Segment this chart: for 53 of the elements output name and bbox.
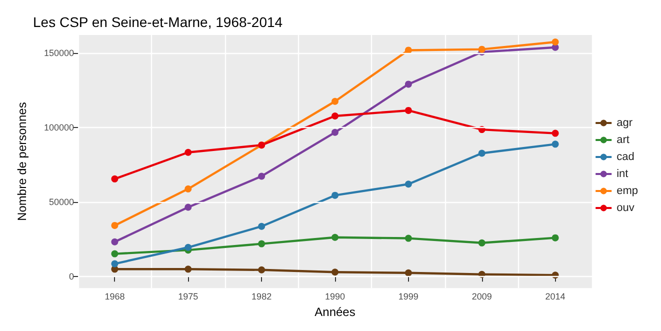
point bbox=[552, 234, 559, 242]
point bbox=[404, 46, 412, 54]
x-tick-label: 1975 bbox=[178, 292, 198, 302]
legend-label: ouv bbox=[616, 202, 635, 214]
legend-label: agr bbox=[616, 117, 633, 129]
point bbox=[478, 150, 486, 157]
point bbox=[111, 175, 118, 182]
y-tick-label: 150000 bbox=[44, 48, 74, 58]
point bbox=[478, 239, 486, 246]
x-tick-label: 1999 bbox=[398, 292, 418, 302]
legend-label: int bbox=[616, 168, 628, 180]
x-tick-label: 2009 bbox=[472, 292, 492, 302]
x-tick-label: 1990 bbox=[324, 292, 346, 302]
point bbox=[258, 266, 266, 274]
x-axis-title: Années bbox=[314, 305, 356, 319]
point bbox=[111, 222, 118, 229]
y-tick-label: 0 bbox=[68, 272, 74, 282]
point bbox=[404, 269, 412, 276]
point bbox=[332, 268, 338, 276]
y-tick-label: 50000 bbox=[48, 197, 74, 208]
point bbox=[184, 148, 192, 156]
point bbox=[111, 238, 118, 246]
point bbox=[332, 192, 338, 199]
y-axis-title: Nombre de personnes bbox=[15, 102, 29, 221]
point bbox=[332, 128, 338, 136]
point bbox=[111, 260, 118, 268]
point bbox=[404, 80, 412, 88]
point bbox=[332, 112, 338, 120]
point bbox=[404, 234, 412, 242]
legend-label: emp bbox=[616, 185, 638, 197]
point bbox=[184, 266, 192, 273]
point bbox=[258, 240, 266, 248]
point bbox=[184, 244, 192, 251]
point bbox=[552, 130, 559, 137]
point bbox=[258, 222, 266, 230]
y-tick-label: 100000 bbox=[44, 122, 74, 132]
legend-label: art bbox=[616, 134, 630, 146]
point bbox=[332, 98, 338, 105]
chart-title: Les CSP en Seine-et-Marne, 1968-2014 bbox=[33, 14, 283, 30]
point bbox=[404, 106, 412, 114]
point bbox=[478, 46, 486, 53]
point bbox=[404, 180, 412, 188]
point bbox=[184, 204, 192, 211]
x-tick-label: 2014 bbox=[545, 292, 566, 302]
x-tick-label: 1982 bbox=[252, 292, 272, 302]
point bbox=[332, 234, 338, 241]
legend-label: cad bbox=[616, 151, 634, 163]
point bbox=[552, 140, 559, 148]
x-tick-label: 1968 bbox=[104, 292, 125, 302]
point bbox=[552, 38, 559, 46]
point bbox=[258, 172, 266, 180]
point bbox=[111, 250, 118, 258]
point bbox=[184, 185, 192, 192]
